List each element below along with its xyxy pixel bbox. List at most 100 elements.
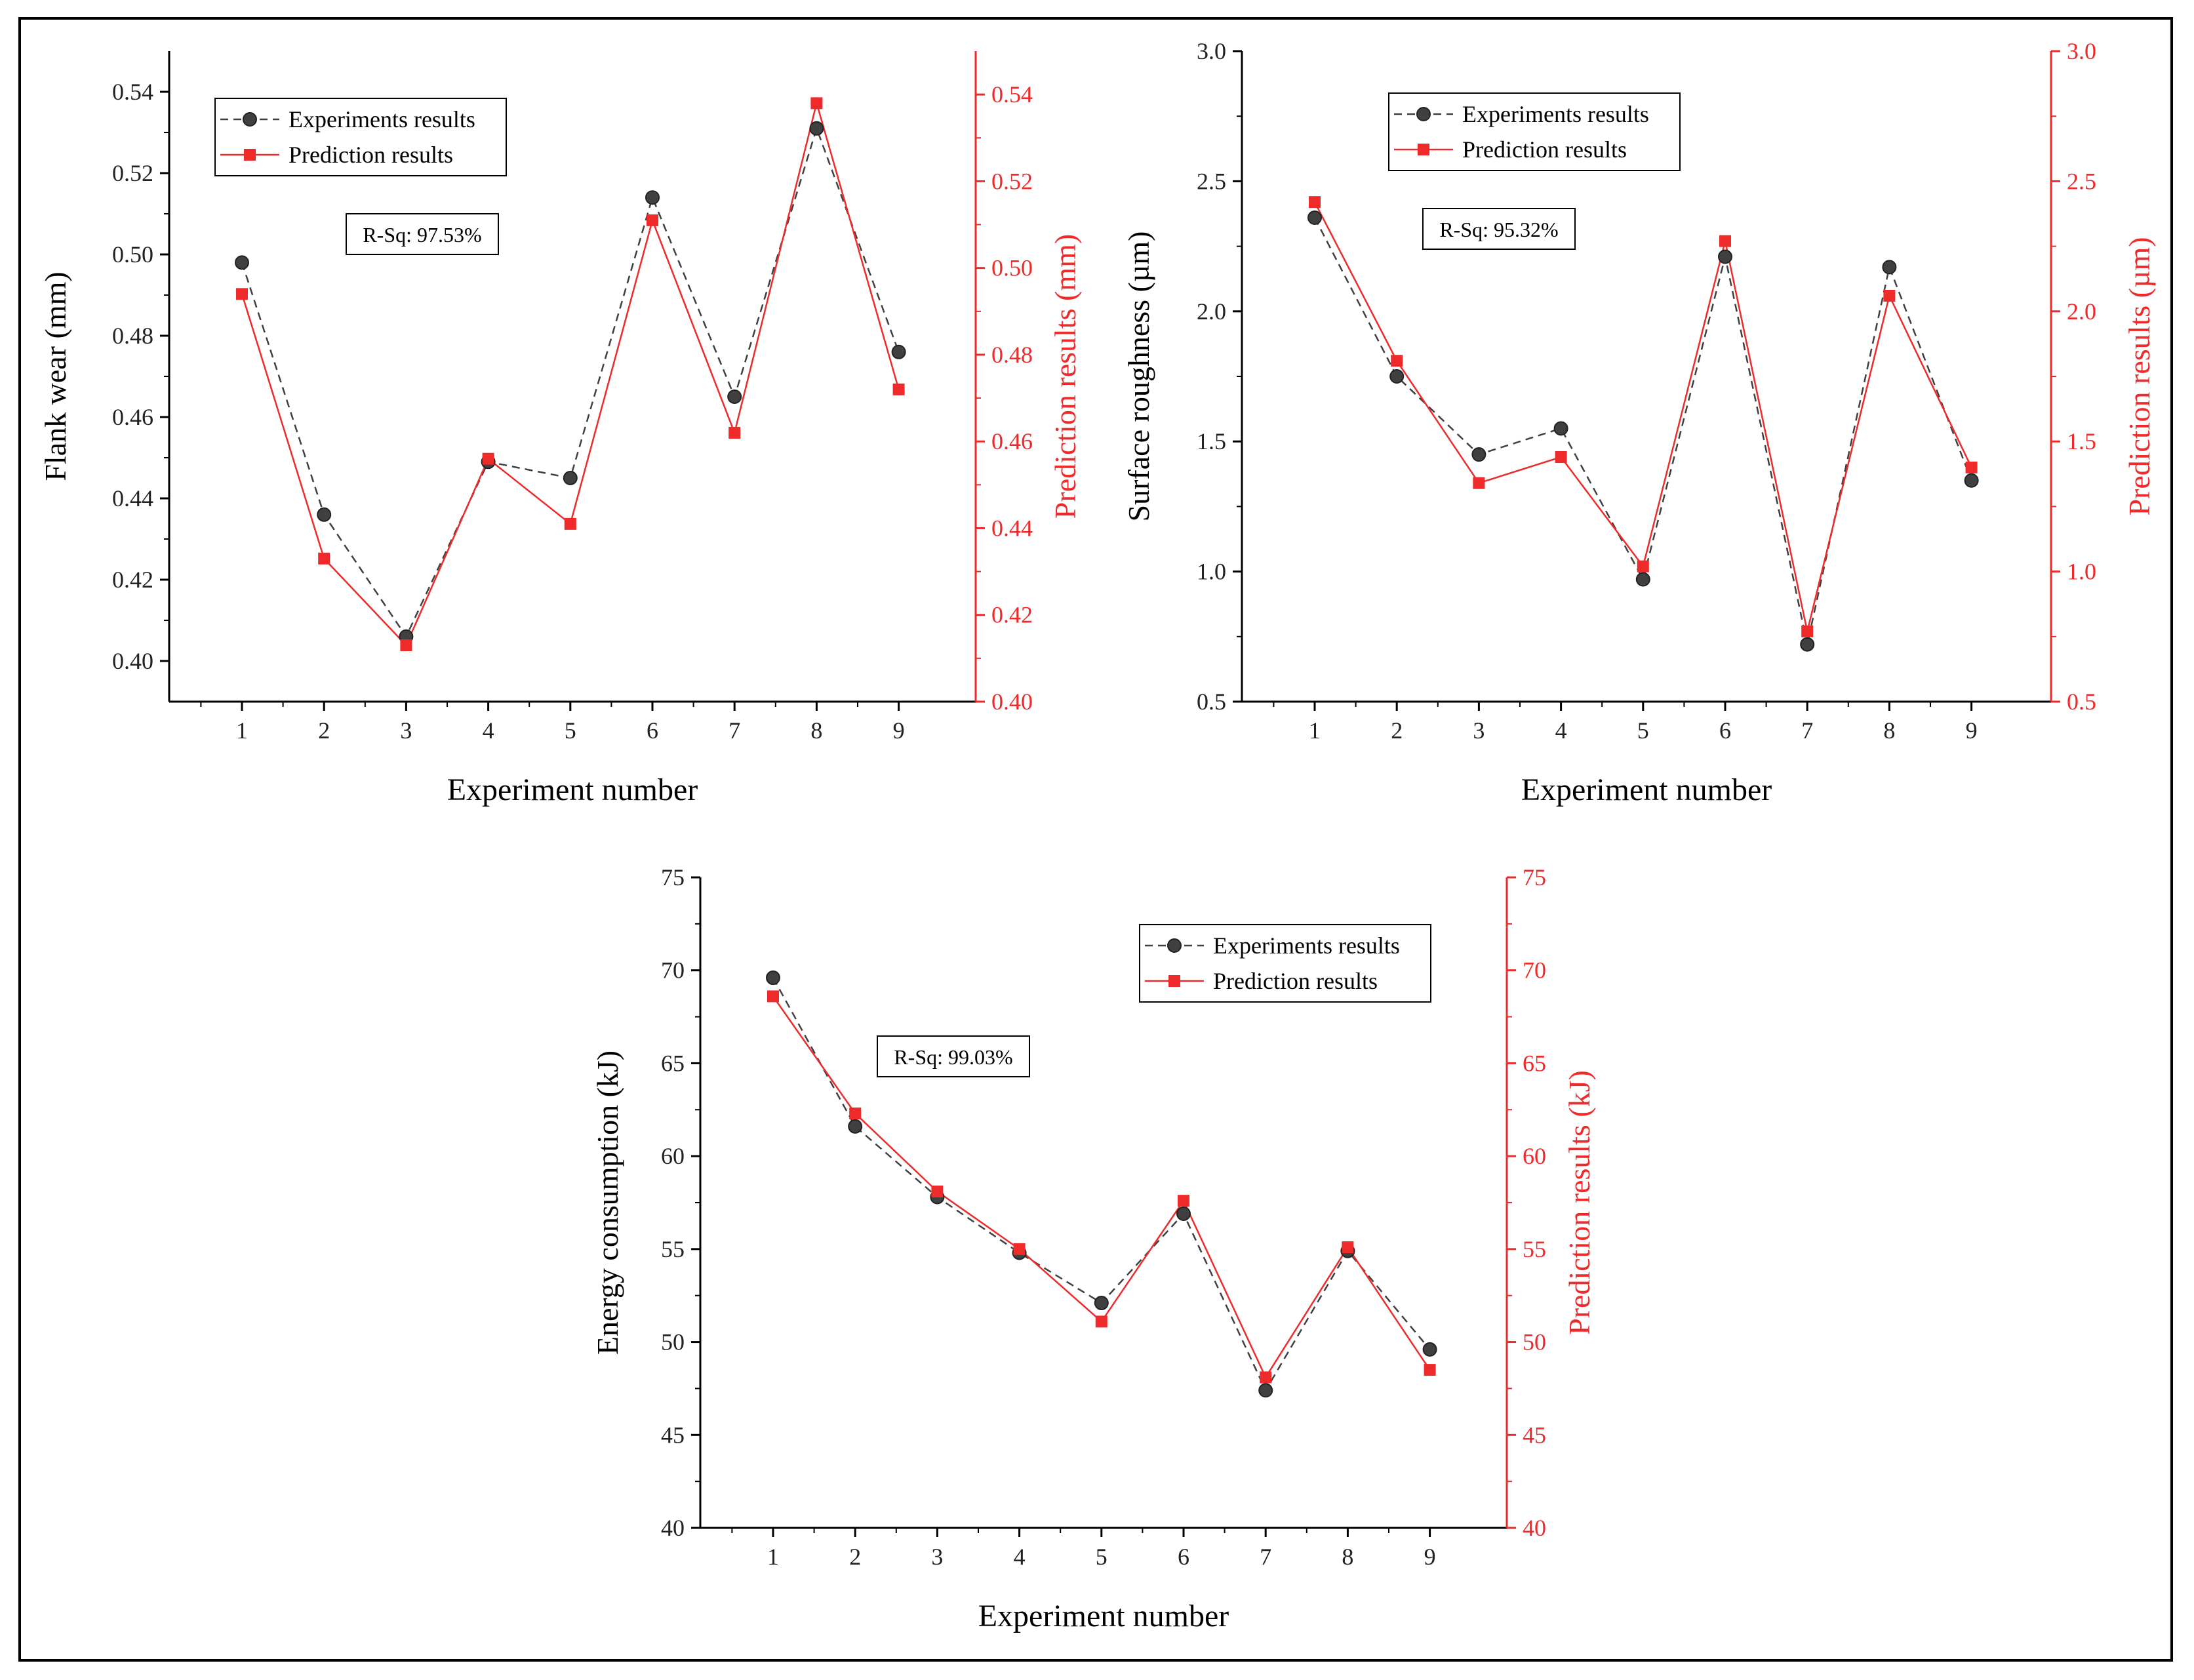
rsq-annotation-box xyxy=(877,1035,1030,1077)
x-tick-label: 2 xyxy=(1391,717,1403,744)
prediction-point xyxy=(767,990,779,1003)
prediction-point xyxy=(1095,1315,1107,1328)
experiment-point xyxy=(1635,572,1650,587)
y2-tick-label: 75 xyxy=(1523,864,1546,890)
y-tick-label: 0.50 xyxy=(112,241,153,268)
prediction-point xyxy=(564,517,576,530)
x-axis-title: Experiment number xyxy=(978,1599,1229,1633)
x-tick-label: 6 xyxy=(1178,1544,1189,1570)
y-tick-label: 1.0 xyxy=(1197,559,1226,585)
prediction-point xyxy=(1801,625,1814,637)
y2-tick-label: 0.42 xyxy=(991,602,1033,628)
y-tick-label: 75 xyxy=(661,864,685,890)
experiment-point xyxy=(766,970,780,986)
x-tick-label: 7 xyxy=(1801,717,1813,744)
y2-tick-label: 2.0 xyxy=(2067,298,2096,325)
prediction-point xyxy=(728,426,741,439)
y2-tick-label: 0.40 xyxy=(991,689,1033,715)
x-tick-label: 8 xyxy=(1342,1544,1353,1570)
prediction-point xyxy=(318,552,330,565)
y2-tick-label: 0.5 xyxy=(2067,689,2096,715)
prediction-point xyxy=(1424,1364,1436,1376)
y2-tick-label: 0.48 xyxy=(991,342,1033,368)
prediction-point xyxy=(647,214,658,226)
y-tick-label: 0.5 xyxy=(1197,689,1226,715)
experiment-point xyxy=(1389,369,1405,384)
x-tick-label: 4 xyxy=(1014,1544,1026,1570)
prediction-point xyxy=(1260,1371,1272,1384)
legend-experiment-marker xyxy=(1167,938,1182,953)
experiment-point xyxy=(1176,1207,1191,1222)
prediction-point xyxy=(1965,461,1978,473)
y-tick-label: 2.5 xyxy=(1197,168,1226,194)
legend-experiment-label: Experiments results xyxy=(1213,932,1400,959)
prediction-point xyxy=(1342,1241,1354,1254)
x-tick-label: 4 xyxy=(483,717,494,744)
y-tick-label: 55 xyxy=(661,1236,685,1262)
prediction-point xyxy=(1178,1195,1189,1207)
x-tick-label: 1 xyxy=(236,717,248,744)
x-tick-label: 1 xyxy=(767,1544,779,1570)
y2-tick-label: 65 xyxy=(1523,1050,1546,1076)
legend-experiment-marker xyxy=(1416,107,1431,121)
prediction-point xyxy=(1473,477,1485,489)
experiment-point xyxy=(1307,210,1322,225)
x-tick-label: 7 xyxy=(1260,1544,1271,1570)
experiment-point xyxy=(1882,260,1897,275)
experiment-point xyxy=(1094,1296,1109,1311)
experiment-point xyxy=(563,471,578,485)
prediction-point xyxy=(810,97,823,110)
prediction-point xyxy=(1883,289,1896,302)
x-tick-label: 3 xyxy=(931,1544,943,1570)
rsq-annotation: R-Sq: 95.32% xyxy=(1439,218,1558,241)
y-tick-label: 3.0 xyxy=(1197,38,1226,64)
x-tick-label: 5 xyxy=(565,717,576,744)
y-tick-label: 40 xyxy=(661,1515,685,1541)
x-tick-label: 6 xyxy=(1719,717,1731,744)
prediction-point xyxy=(1309,196,1321,209)
y2-axis-title: Prediction results (mm) xyxy=(1048,234,1082,519)
experiment-point xyxy=(1258,1383,1273,1398)
y-tick-label: 0.42 xyxy=(112,567,153,593)
x-tick-label: 5 xyxy=(1637,717,1649,744)
prediction-point xyxy=(1637,560,1649,572)
y2-tick-label: 0.50 xyxy=(991,255,1033,281)
legend-prediction-label: Prediction results xyxy=(1213,968,1378,994)
y2-tick-label: 1.5 xyxy=(2067,428,2096,454)
prediction-point xyxy=(400,639,412,652)
y-tick-label: 0.52 xyxy=(112,160,153,186)
y-axis-title: Flank wear (mm) xyxy=(39,271,72,481)
experiment-point xyxy=(1800,637,1815,652)
x-tick-label: 9 xyxy=(893,717,905,744)
x-tick-label: 2 xyxy=(849,1544,861,1570)
legend-box xyxy=(1139,924,1431,1003)
x-tick-label: 2 xyxy=(318,717,330,744)
rsq-annotation: R-Sq: 99.03% xyxy=(894,1045,1012,1069)
x-tick-label: 9 xyxy=(1424,1544,1436,1570)
y-tick-label: 1.5 xyxy=(1197,428,1226,454)
y2-tick-label: 0.52 xyxy=(991,168,1033,194)
legend-box xyxy=(1388,92,1681,171)
x-tick-label: 6 xyxy=(647,717,658,744)
y-tick-label: 0.48 xyxy=(112,323,153,349)
prediction-point xyxy=(892,383,905,395)
experiment-point xyxy=(645,190,660,205)
y2-tick-label: 0.44 xyxy=(991,515,1033,541)
prediction-point xyxy=(1719,235,1731,247)
y2-tick-label: 50 xyxy=(1523,1329,1546,1355)
x-axis-title: Experiment number xyxy=(447,772,698,807)
y-axis-title: Energy consumption (kJ) xyxy=(591,1050,624,1355)
legend-box xyxy=(214,98,507,176)
rsq-annotation: R-Sq: 97.53% xyxy=(363,223,481,247)
legend-prediction-label: Prediction results xyxy=(289,142,453,168)
prediction-point xyxy=(931,1185,944,1197)
y2-tick-label: 60 xyxy=(1523,1143,1546,1169)
experiment-point xyxy=(809,121,824,136)
rsq-annotation-box xyxy=(346,213,499,255)
x-tick-label: 7 xyxy=(728,717,740,744)
experiment-point xyxy=(1553,421,1568,436)
y-tick-label: 45 xyxy=(661,1422,685,1448)
y-axis-title: Surface roughness (µm) xyxy=(1122,231,1155,522)
experiment-point xyxy=(1718,249,1732,264)
